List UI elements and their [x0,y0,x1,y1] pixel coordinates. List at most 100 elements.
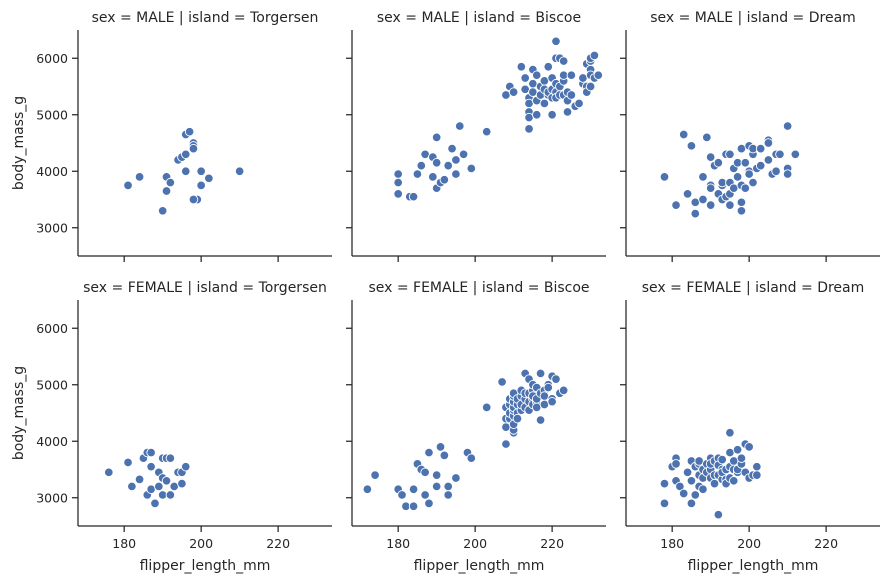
data-point [497,377,507,387]
data-point [134,474,145,485]
panel-title: sex = FEMALE | island = Torgersen [83,280,327,296]
data-point [362,484,373,495]
data-point [732,444,743,455]
data-point [551,36,561,47]
data-point [431,158,442,168]
data-point [458,149,469,160]
data-point [123,180,133,191]
x-tick-label: 220 [266,536,290,551]
data-point [512,413,523,424]
data-point [535,415,546,425]
data-point [736,453,747,463]
data-point [181,149,191,160]
panel-title: sex = MALE | island = Biscoe [377,10,581,26]
data-point [451,155,461,165]
data-point [713,509,724,520]
data-point [412,169,423,179]
facet-panel-1: sex = MALE | island = Biscoe [346,10,606,262]
data-point [771,166,781,176]
data-point [775,149,785,160]
data-point [744,169,754,179]
data-point [551,374,561,384]
data-point [543,382,554,393]
data-point [431,132,442,143]
data-point [161,476,172,486]
data-point [393,189,403,199]
y-tick-label: 6000 [36,321,68,336]
y-tick-label: 6000 [36,51,68,66]
data-point [725,149,735,160]
data-point [165,490,176,500]
facet-panel-4: sex = FEMALE | island = Biscoe 180 200 220 f… [346,280,606,574]
y-tick-label: 4000 [36,164,68,179]
data-point [439,450,450,461]
data-point [686,498,697,509]
data-point [682,467,693,478]
data-point [748,177,758,188]
data-point [196,166,206,176]
data-point [134,172,145,182]
data-point [146,447,156,458]
x-axis-label: flipper_length_mm [414,558,545,574]
data-point [690,490,701,500]
data-point [566,70,577,80]
data-point [698,484,708,495]
data-point [740,158,751,168]
data-point [370,470,380,480]
y-axis-label: body_mass_g [11,366,27,460]
data-point [790,149,801,160]
data-point [686,476,697,486]
data-point [451,473,461,483]
x-tick-label: 220 [814,536,838,551]
facet-panel-0: sex = MALE | island = Torgersen 3000 4000 5… [11,10,332,262]
data-point [566,90,577,100]
data-point [481,402,492,413]
data-point [585,81,596,92]
data-point [763,155,774,165]
data-point [558,385,569,396]
data-point [165,177,176,188]
x-tick-label: 200 [737,536,761,551]
data-point [127,481,137,492]
data-point [424,447,434,458]
x-tick-label: 220 [540,536,564,551]
data-point [393,177,403,188]
data-point [678,129,689,140]
data-point [481,126,492,137]
data-point [752,461,762,472]
panel-title: sex = FEMALE | island = Dream [642,280,865,296]
data-point [659,478,670,489]
data-point [713,158,724,168]
data-point [682,189,693,199]
data-point [123,457,133,468]
data-point [435,442,446,452]
x-tick-label: 180 [660,536,684,551]
data-point [196,180,206,191]
data-point [408,501,419,511]
data-point [455,121,465,131]
facet-panel-2: sex = MALE | island = Dream [620,10,880,262]
data-point [535,368,546,379]
data-point [204,173,214,184]
data-point [420,490,430,500]
panel-title: sex = MALE | island = Dream [650,10,856,26]
data-point [397,490,407,500]
data-point [755,160,766,171]
data-point [574,98,584,109]
panel-title: sex = FEMALE | island = Biscoe [368,280,589,296]
data-point [782,169,793,179]
data-point [531,70,542,80]
data-point [709,478,720,489]
y-axis-label: body_mass_g [11,96,27,190]
data-point [702,132,712,143]
data-point [524,124,534,134]
data-point [146,461,156,472]
data-point [671,459,681,469]
data-point [443,481,453,492]
data-point [177,478,187,489]
data-point [678,488,689,499]
data-point [539,98,550,109]
y-tick-label: 4000 [36,434,68,449]
data-point [161,186,172,196]
